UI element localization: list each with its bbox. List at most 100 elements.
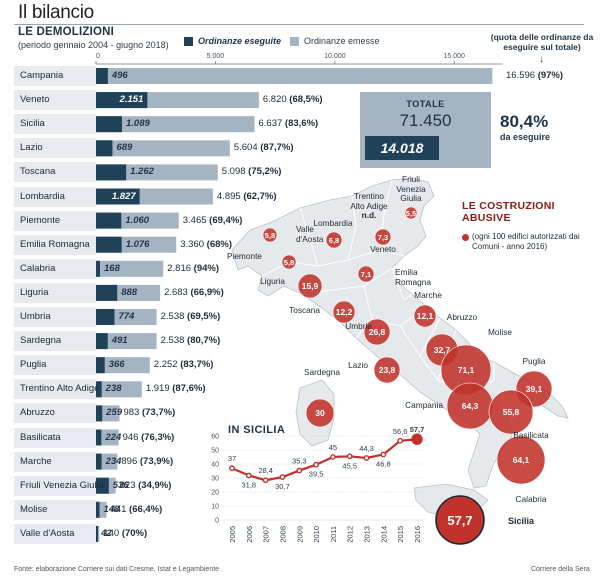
bar-emesse-number: 896 bbox=[121, 455, 140, 467]
bar-emesse-number: 441 bbox=[110, 503, 130, 515]
title-divider bbox=[14, 24, 584, 25]
map-bubble bbox=[281, 254, 297, 270]
line-point bbox=[262, 477, 269, 484]
bar-emesse-value: 5.098 (75,2%) bbox=[222, 164, 282, 180]
bar-category-label: Umbria bbox=[14, 307, 96, 327]
bar-eseguite bbox=[96, 188, 140, 205]
line-point bbox=[296, 467, 303, 474]
bar-category-label: Toscana bbox=[14, 162, 96, 183]
bar-emesse bbox=[96, 164, 218, 181]
bar-category-label: Lombardia bbox=[14, 186, 96, 207]
bar-emesse-value: 946 (76,3%) bbox=[123, 430, 175, 446]
bar-eseguite-value: 689 bbox=[116, 142, 133, 154]
bar-emesse-number: 6.637 bbox=[258, 118, 285, 130]
map-region-label: Friuli Venezia Giulia bbox=[396, 174, 426, 203]
line-y-tick-label: 30 bbox=[211, 476, 219, 483]
bar-emesse bbox=[96, 260, 164, 277]
map-bubble bbox=[496, 435, 546, 485]
map-bubble-value: 12,1 bbox=[417, 311, 434, 321]
bar-quota-label: (69,5%) bbox=[187, 311, 221, 322]
bar-category-label: Marche bbox=[14, 451, 96, 472]
bar-emesse-number: 2.538 bbox=[160, 335, 188, 347]
line-point-label: 57,7 bbox=[410, 425, 425, 434]
line-point-label: 45 bbox=[329, 443, 337, 452]
bar-quota-label: (62,7%) bbox=[243, 190, 277, 202]
line-point-label: 44,3 bbox=[359, 444, 374, 453]
line-y-tick-label: 50 bbox=[211, 448, 219, 455]
costruzioni-note: (ogni 100 edifici autorizzati dai Comuni… bbox=[472, 232, 580, 251]
map-region-label: Umbria bbox=[345, 321, 372, 331]
bar-emesse-number: 1.919 bbox=[145, 383, 173, 395]
map-bubble-sicilia bbox=[435, 495, 485, 545]
map-region-label: Abruzzo bbox=[446, 312, 478, 322]
bar-emesse-number: 2.252 bbox=[153, 359, 181, 371]
bar-emesse-value: 896 (73,9%) bbox=[121, 454, 173, 470]
bar-category-label: Calabria bbox=[14, 258, 96, 279]
bar-eseguite-value: 238 bbox=[105, 383, 122, 395]
bar-emesse-value: 1.919 (87,6%) bbox=[146, 381, 206, 397]
map-bubble bbox=[363, 318, 391, 346]
bar-emesse-number: 2.538 bbox=[160, 311, 188, 322]
costruzioni-title-line1: LE COSTRUZIONI bbox=[462, 200, 555, 212]
line-x-tick-label: 2014 bbox=[379, 526, 388, 543]
map-bubble-value: 5,5 bbox=[406, 209, 416, 218]
line-y-tick-label: 0 bbox=[215, 518, 219, 525]
bar-eseguite bbox=[96, 92, 148, 109]
bar-eseguite-value: 1.060 bbox=[125, 214, 150, 226]
costruzioni-abusive-title: LE COSTRUZIONI ABUSIVE bbox=[462, 200, 555, 224]
bar-emesse bbox=[96, 501, 107, 518]
line-point bbox=[279, 474, 286, 480]
bar-emesse-number: 3.360 bbox=[180, 238, 207, 250]
line-point-label: 31,8 bbox=[242, 480, 257, 489]
bar-eseguite-value: 42 bbox=[101, 527, 112, 539]
map-bubble bbox=[305, 398, 335, 428]
bar-emesse-number: 140 bbox=[103, 527, 122, 539]
bar-eseguite bbox=[96, 477, 109, 494]
bar-category-label: Abruzzo bbox=[14, 403, 96, 424]
bar-axis-tick-label: 10.000 bbox=[324, 53, 346, 60]
bar-emesse-number: 983 bbox=[123, 407, 142, 419]
bar-eseguite-value: 1.089 bbox=[126, 118, 150, 130]
bar-emesse-value: 6.637 (83,6%) bbox=[259, 116, 319, 132]
bar-category-label: Sardegna bbox=[14, 331, 96, 352]
map-region-label: Emilia Romagna bbox=[395, 267, 431, 287]
line-x-tick-label: 2011 bbox=[329, 526, 338, 542]
map-region-value-nd: n.d. bbox=[361, 210, 377, 220]
map-bubble bbox=[374, 228, 392, 246]
line-y-tick-label: 10 bbox=[211, 504, 219, 511]
bar-eseguite-value: 1.076 bbox=[125, 238, 150, 250]
legend-swatch-emesse bbox=[290, 36, 299, 46]
bar-quota-label: (73,9%) bbox=[139, 455, 174, 467]
map-bubble-value: 32,7 bbox=[434, 345, 451, 355]
bar-eseguite-value: 888 bbox=[121, 286, 138, 298]
bar-emesse bbox=[96, 116, 255, 133]
map-region-label: Molise bbox=[488, 327, 512, 337]
bar-emesse-number: 16.596 bbox=[506, 70, 538, 81]
bar-emesse-number: 823 bbox=[119, 479, 139, 491]
bar-category-label: Basilicata bbox=[14, 427, 96, 448]
map-bubble-value: 5,8 bbox=[265, 231, 275, 240]
bar-quota-label: (68,5%) bbox=[289, 94, 323, 106]
map-bubble-value: 71,1 bbox=[458, 365, 475, 375]
footer-source: Fonte: elaborazione Corriere sui dati Cr… bbox=[14, 566, 220, 573]
line-x-tick-label: 2008 bbox=[278, 526, 287, 543]
bar-emesse-value: 2.538 (69,5%) bbox=[161, 309, 221, 325]
line-point bbox=[397, 437, 404, 444]
map-bubble bbox=[297, 273, 323, 299]
bar-quota-label: (87,7%) bbox=[260, 142, 294, 154]
bar-category-label: Veneto bbox=[14, 90, 96, 111]
bar-eseguite bbox=[96, 453, 102, 470]
bar-eseguite-value: 496 bbox=[111, 70, 128, 81]
line-point-label: 45,5 bbox=[342, 461, 357, 470]
line-x-tick-label: 2009 bbox=[295, 526, 304, 543]
map-bubble bbox=[373, 356, 401, 384]
bar-emesse bbox=[96, 333, 157, 350]
map-region-label: Toscana bbox=[289, 305, 320, 315]
map-bubble bbox=[325, 231, 343, 249]
bar-emesse bbox=[96, 381, 142, 398]
bar-emesse-number: 5.604 bbox=[233, 142, 261, 154]
pct-da-eseguire-label: da eseguire bbox=[500, 132, 551, 142]
costruzioni-title-line2: ABUSIVE bbox=[462, 212, 511, 224]
map-region-label: Campania bbox=[405, 400, 443, 410]
